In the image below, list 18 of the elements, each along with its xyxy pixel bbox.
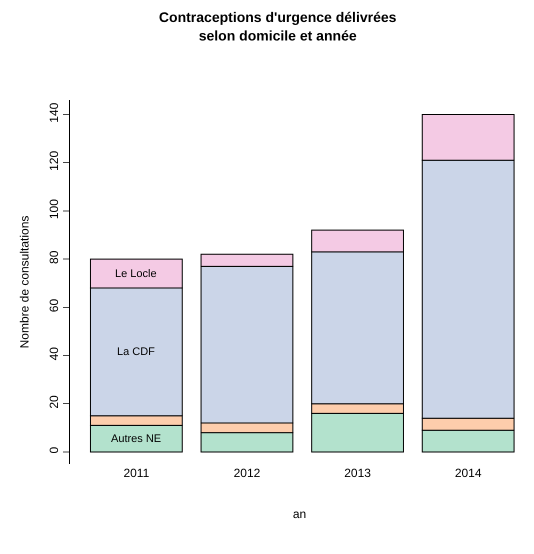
x-tick-label: 2014 (454, 466, 482, 480)
series-label: Autres NE (111, 433, 162, 445)
y-tick-label: 60 (47, 298, 62, 312)
y-tick-label: 100 (47, 198, 62, 220)
series-label: La CDF (117, 346, 156, 358)
y-axis-title: Nombre de consultations (18, 216, 32, 348)
y-tick-label: 20 (47, 394, 62, 409)
x-tick-label: 2011 (123, 466, 150, 480)
y-tick-label: 120 (47, 150, 62, 171)
y-tick-label: 40 (47, 346, 62, 360)
y-tick-label: 80 (47, 250, 62, 264)
series-label: Le Locle (115, 268, 157, 280)
x-tick-label: 2012 (234, 466, 261, 480)
y-tick-label: 140 (47, 102, 62, 123)
x-axis-title: an (292, 506, 306, 521)
x-tick-label: 2013 (344, 466, 372, 480)
y-tick-label: 0 (47, 446, 62, 454)
chart-title: Contraceptions d'urgence délivrées selon domicile et année (158, 9, 397, 44)
